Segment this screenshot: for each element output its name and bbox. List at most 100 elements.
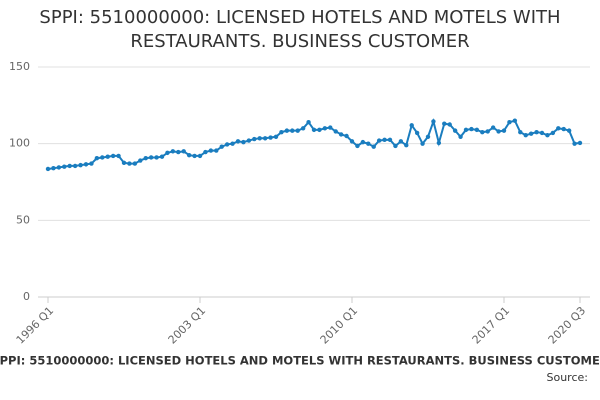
data-point bbox=[105, 154, 110, 159]
data-point bbox=[273, 134, 279, 139]
data-point bbox=[181, 149, 186, 154]
x-tick-label: 2003 Q1 bbox=[166, 304, 209, 347]
data-point bbox=[376, 138, 382, 143]
data-point bbox=[317, 127, 322, 133]
data-point bbox=[338, 132, 344, 137]
data-point bbox=[436, 140, 442, 146]
y-tick-label: 0 bbox=[23, 290, 30, 303]
data-point bbox=[528, 131, 534, 136]
data-point bbox=[447, 122, 452, 127]
data-point bbox=[62, 164, 67, 169]
data-point bbox=[116, 153, 121, 159]
data-point bbox=[349, 139, 355, 144]
data-point bbox=[246, 138, 252, 143]
data-point bbox=[284, 128, 290, 133]
data-point bbox=[572, 141, 577, 146]
data-point bbox=[154, 155, 159, 160]
data-point bbox=[51, 166, 56, 171]
x-tick-label: 2010 Q1 bbox=[318, 304, 361, 347]
data-point bbox=[94, 156, 100, 161]
data-point bbox=[45, 166, 51, 172]
data-point bbox=[214, 148, 219, 153]
data-point bbox=[366, 141, 371, 146]
data-point bbox=[409, 123, 414, 128]
data-point bbox=[148, 155, 154, 160]
data-point bbox=[485, 129, 490, 134]
data-point bbox=[414, 130, 420, 136]
data-point bbox=[279, 129, 284, 135]
data-point bbox=[252, 136, 257, 142]
data-point bbox=[501, 128, 507, 133]
data-point bbox=[518, 129, 523, 135]
data-point bbox=[290, 128, 295, 133]
data-point bbox=[224, 142, 230, 147]
data-point bbox=[230, 141, 235, 146]
data-point bbox=[420, 141, 425, 146]
data-point bbox=[78, 162, 83, 168]
data-point bbox=[208, 148, 214, 153]
y-tick-label: 100 bbox=[9, 137, 30, 150]
data-point bbox=[442, 121, 447, 126]
x-tick-label: 2017 Q1 bbox=[470, 304, 513, 347]
y-tick-label: 150 bbox=[9, 60, 30, 73]
data-point bbox=[382, 137, 387, 143]
data-point bbox=[480, 129, 485, 135]
data-point bbox=[333, 129, 338, 134]
data-point bbox=[545, 133, 550, 138]
data-point bbox=[539, 130, 545, 136]
data-point bbox=[561, 126, 566, 132]
data-point bbox=[110, 153, 116, 159]
data-point bbox=[127, 161, 132, 166]
data-point bbox=[371, 144, 376, 149]
data-point bbox=[534, 129, 539, 135]
data-point bbox=[176, 149, 181, 155]
data-point bbox=[463, 127, 469, 133]
source: Source: bbox=[547, 371, 589, 384]
data-point bbox=[192, 153, 197, 159]
data-point bbox=[355, 143, 360, 149]
data-point bbox=[72, 163, 78, 169]
data-point bbox=[322, 126, 328, 131]
data-point bbox=[398, 139, 404, 144]
x-tick-label: 1996 Q1 bbox=[14, 304, 57, 347]
data-point bbox=[512, 118, 518, 123]
data-point bbox=[577, 140, 583, 146]
data-point bbox=[197, 153, 203, 159]
data-point bbox=[393, 143, 398, 149]
data-point bbox=[89, 161, 94, 166]
data-point bbox=[458, 134, 463, 139]
data-point bbox=[507, 120, 512, 125]
data-point bbox=[203, 149, 208, 155]
data-point bbox=[241, 139, 246, 145]
data-point bbox=[566, 128, 572, 133]
data-point bbox=[165, 150, 170, 156]
data-point bbox=[235, 139, 241, 144]
data-point bbox=[496, 129, 501, 134]
data-point bbox=[143, 156, 148, 161]
data-point bbox=[469, 126, 474, 132]
chart-title: SPPI: 5510000000: LICENSED HOTELS AND MO… bbox=[39, 7, 561, 52]
footer-title: SPPI: 5510000000: LICENSED HOTELS AND MO… bbox=[0, 354, 600, 368]
x-tick-label: 2020 Q3 bbox=[546, 304, 589, 347]
y-tick-label: 50 bbox=[16, 213, 30, 226]
data-point bbox=[300, 126, 306, 131]
data-point bbox=[219, 144, 224, 149]
data-point bbox=[344, 133, 349, 139]
data-point bbox=[170, 149, 176, 154]
data-point bbox=[452, 128, 458, 133]
data-point bbox=[431, 119, 436, 124]
data-point bbox=[159, 154, 165, 159]
data-point bbox=[295, 128, 300, 133]
data-point bbox=[474, 127, 480, 133]
data-point bbox=[306, 120, 311, 125]
data-point bbox=[67, 163, 72, 169]
data-point bbox=[311, 127, 317, 133]
data-point bbox=[138, 158, 143, 163]
data-point bbox=[100, 155, 105, 160]
data-point bbox=[523, 133, 528, 138]
data-point bbox=[186, 152, 192, 158]
data-point bbox=[132, 161, 138, 166]
data-point bbox=[56, 165, 62, 170]
